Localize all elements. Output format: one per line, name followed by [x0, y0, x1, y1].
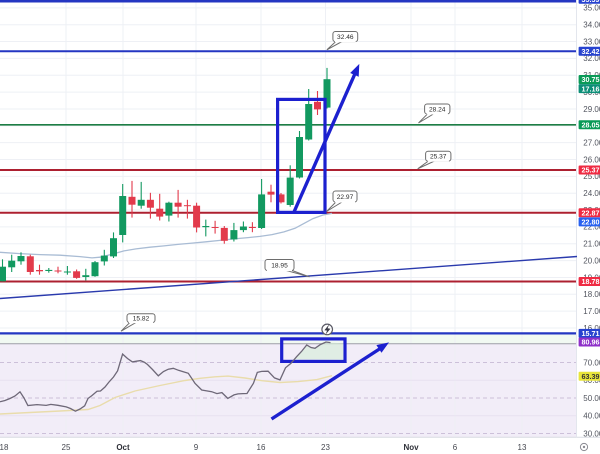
svg-text:32.42: 32.42	[582, 47, 600, 56]
svg-text:29.00: 29.00	[583, 105, 600, 114]
svg-text:21.00: 21.00	[583, 240, 600, 249]
svg-text:30.00: 30.00	[583, 429, 600, 438]
svg-text:40.00: 40.00	[583, 412, 600, 421]
svg-text:35.39: 35.39	[582, 0, 600, 4]
svg-text:17.16: 17.16	[582, 84, 600, 93]
svg-text:25.37: 25.37	[430, 154, 447, 161]
svg-text:28.05: 28.05	[582, 121, 600, 130]
svg-text:26.00: 26.00	[583, 155, 600, 164]
svg-text:80.96: 80.96	[582, 338, 600, 347]
svg-text:22.97: 22.97	[337, 194, 354, 201]
svg-text:22.87: 22.87	[582, 209, 600, 218]
svg-text:27.00: 27.00	[583, 139, 600, 148]
svg-text:13: 13	[518, 443, 527, 452]
svg-text:70.00: 70.00	[583, 358, 600, 367]
svg-text:25.37: 25.37	[582, 166, 600, 175]
svg-text:18.00: 18.00	[583, 290, 600, 299]
svg-text:16: 16	[257, 443, 266, 452]
svg-text:15.71: 15.71	[582, 329, 600, 338]
svg-text:9: 9	[194, 443, 199, 452]
svg-text:25.00: 25.00	[583, 172, 600, 181]
svg-text:28.24: 28.24	[429, 106, 446, 113]
svg-text:63.39: 63.39	[582, 372, 600, 381]
svg-text:24.00: 24.00	[583, 189, 600, 198]
svg-text:Oct: Oct	[116, 443, 130, 452]
svg-text:35.00: 35.00	[583, 4, 600, 13]
svg-text:18: 18	[0, 443, 9, 452]
svg-text:16.00: 16.00	[583, 324, 600, 333]
svg-text:22.80: 22.80	[582, 218, 600, 227]
svg-text:25: 25	[62, 443, 71, 452]
svg-text:18.78: 18.78	[582, 277, 600, 286]
svg-text:32.46: 32.46	[337, 34, 354, 41]
svg-text:34.00: 34.00	[583, 21, 600, 30]
svg-text:17.00: 17.00	[583, 307, 600, 316]
svg-text:32.00: 32.00	[583, 54, 600, 63]
svg-text:18.95: 18.95	[271, 262, 288, 269]
svg-text:30.75: 30.75	[582, 75, 600, 84]
svg-text:15.82: 15.82	[133, 316, 150, 323]
svg-text:Nov: Nov	[403, 443, 419, 452]
svg-text:6: 6	[453, 443, 458, 452]
svg-text:20.00: 20.00	[583, 256, 600, 265]
svg-text:33.00: 33.00	[583, 37, 600, 46]
svg-text:23: 23	[321, 443, 330, 452]
svg-text:22.00: 22.00	[583, 223, 600, 232]
svg-text:50.00: 50.00	[583, 394, 600, 403]
